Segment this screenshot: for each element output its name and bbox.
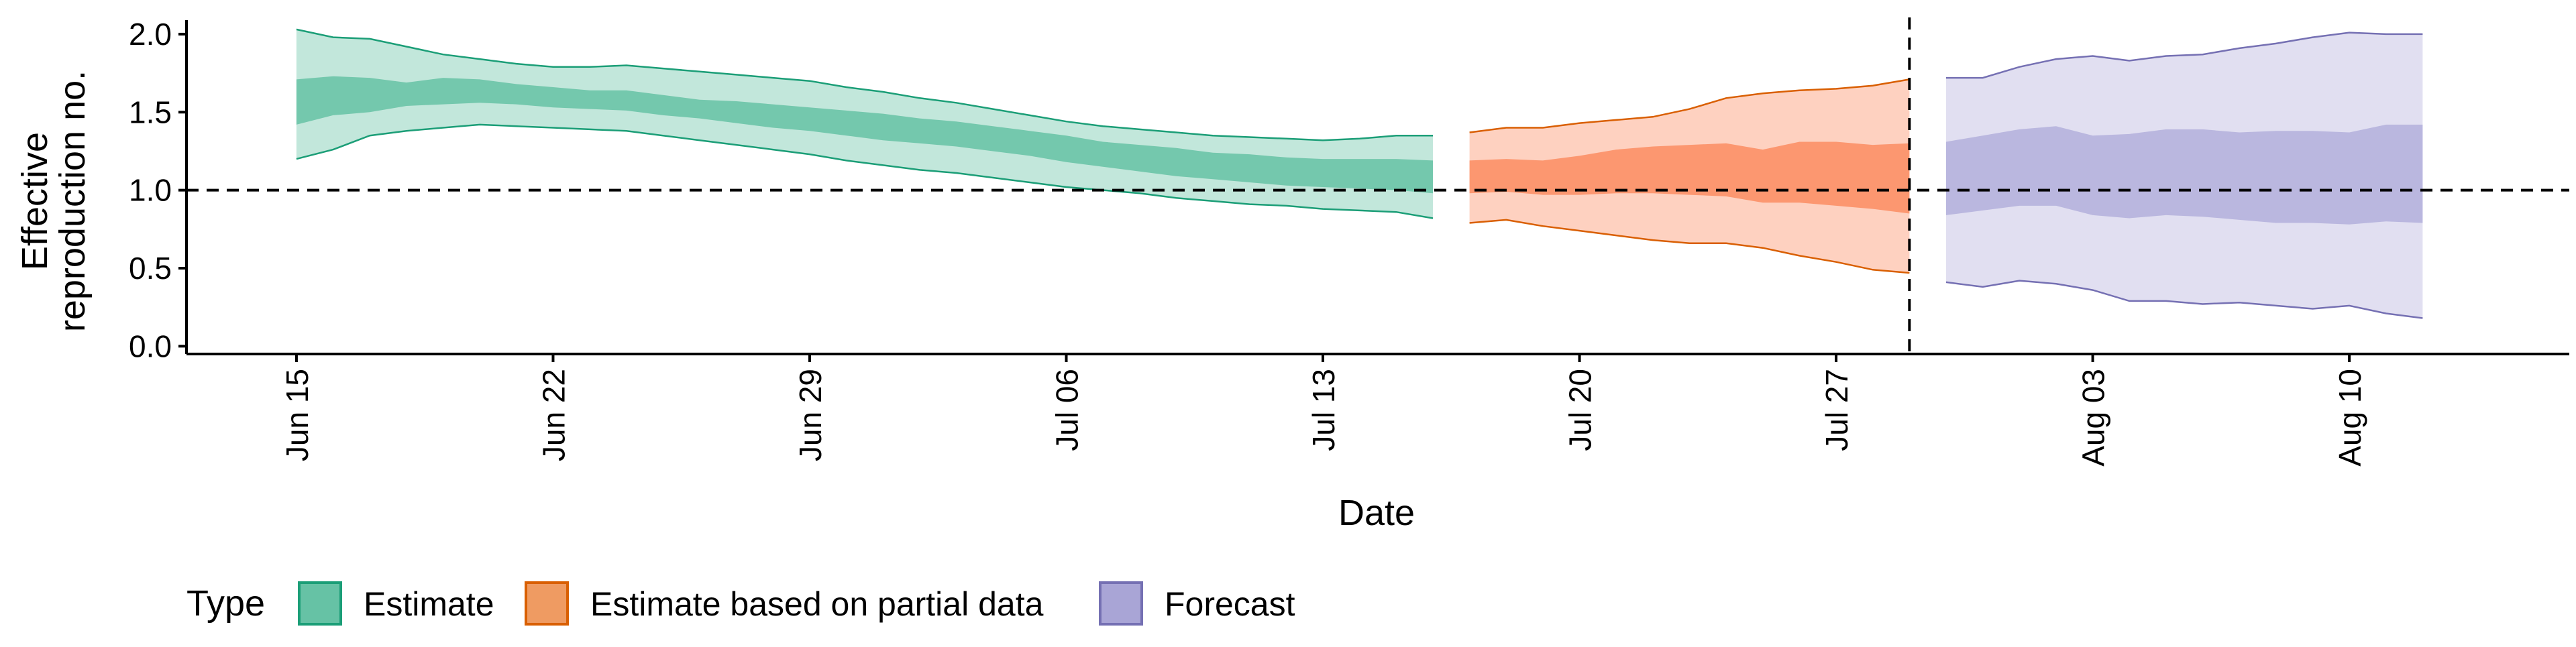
upper-edge-forecast [1946,32,2423,79]
y-tick-label: 1.0 [129,173,172,208]
x-tick-label: Aug 03 [2076,369,2111,467]
x-tick-label: Jun 29 [793,369,828,461]
upper-edge-estimate [296,28,1433,141]
lines-layer [186,17,2569,354]
bands-layer [296,29,2423,318]
y-axis-title: Effective reproduction no. [15,70,93,332]
y-tick-label: 0.5 [129,251,172,286]
lower-edge-forecast [1945,280,2423,319]
x-axis-title: Date [1338,493,1415,533]
x-tick-label: Jul 20 [1563,369,1598,451]
legend-swatch-estimate [298,581,342,626]
legend-swatch-forecast [1099,581,1143,626]
axes-layer: 0.0 0.5 1.0 1.5 2.0 Jun 15 Jun 22 Jun 29 Jul 06 J… [129,17,2569,467]
x-tick-label: Aug 10 [2332,369,2367,467]
y-tick-label: 2.0 [129,17,172,52]
legend-title: Type [186,583,265,624]
lower-edge-estimate [296,123,1434,219]
x-tick-label: Jul 27 [1819,369,1854,451]
y-axis-title-line2: reproduction no. [52,70,93,332]
legend-swatch-partial [525,581,569,626]
y-tick-label: 1.5 [129,95,172,129]
legend-label-partial: Estimate based on partial data [590,585,1044,623]
legend-label-forecast: Forecast [1165,585,1295,623]
legend-label-estimate: Estimate [364,585,494,623]
x-tick-label: Jun 22 [536,369,571,461]
band-50-estimate-based-on-partial-data [1469,141,1910,214]
y-axis-title-line1: Effective [15,132,55,270]
lower-edge-estimate-based-on-partial-data [1469,219,1910,274]
legend: Type Estimate Estimate based on partial … [186,581,1295,626]
x-tick-label: Jun 15 [280,369,315,461]
band-50-forecast [1946,124,2423,225]
band-50-estimate [296,76,1433,194]
x-tick-label: Jul 06 [1050,369,1085,451]
x-tick-label: Jul 13 [1306,369,1341,451]
upper-edge-estimate-based-on-partial-data [1469,78,1910,133]
y-tick-label: 0.0 [129,329,172,363]
